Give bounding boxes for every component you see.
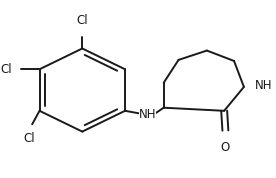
Text: Cl: Cl xyxy=(1,63,12,76)
Text: Cl: Cl xyxy=(24,132,36,145)
Text: NH: NH xyxy=(255,79,272,92)
Text: Cl: Cl xyxy=(76,14,88,27)
Text: NH: NH xyxy=(139,108,156,121)
Text: O: O xyxy=(221,140,230,154)
